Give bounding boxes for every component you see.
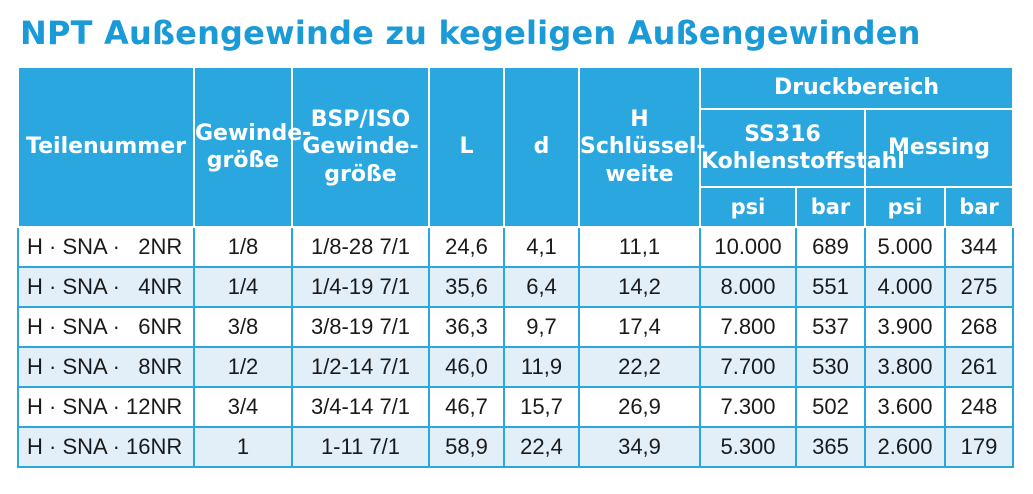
header-d: d — [503, 66, 580, 228]
cell-diameter-d: 11,9 — [504, 347, 580, 388]
cell-brass-bar: 268 — [945, 307, 1015, 348]
header-l: L — [428, 66, 505, 228]
cell-wrench-size-h: 22,2 — [579, 347, 701, 388]
table-body: H · SNA · 2NR 1/8 1/8-28 7/1 24,6 4,1 11,1 10.… — [17, 227, 1015, 468]
cell-wrench-size-h: 34,9 — [579, 427, 701, 468]
cell-part-number: H · SNA · 12NR — [17, 387, 195, 428]
header-psi-ss316: psi — [699, 186, 797, 228]
header-bsp-line1: BSP/ISO — [310, 106, 411, 132]
cell-wrench-size-h: 26,9 — [579, 387, 701, 428]
header-h-line2: Schlüssel- — [580, 134, 706, 160]
cell-part-number: H · SNA · 6NR — [17, 307, 195, 348]
table-row: H · SNA · 4NR 1/4 1/4-19 7/1 35,6 6,4 14,2 8.0… — [17, 267, 1015, 308]
cell-brass-psi: 4.000 — [865, 267, 946, 308]
cell-ss316-psi: 5.300 — [700, 427, 797, 468]
header-gewindegroesse: Gewinde- größe — [193, 66, 312, 228]
cell-ss316-bar: 365 — [796, 427, 866, 468]
cell-thread-size: 1 — [194, 427, 293, 468]
cell-bsp-iso-size: 1-11 7/1 — [292, 427, 430, 468]
spec-table: Teilenummer Gewinde- größe BSP/ISO Gewin… — [17, 66, 1015, 468]
cell-bsp-iso-size: 3/4-14 7/1 — [292, 387, 430, 428]
header-ss316-line2: Kohlenstoffstahl — [701, 149, 905, 174]
header-bar-ss316: bar — [795, 186, 866, 228]
cell-thread-size: 3/4 — [194, 387, 293, 428]
cell-ss316-psi: 7.800 — [700, 307, 797, 348]
header-schluesselweite: H Schlüssel- weite — [578, 66, 706, 228]
cell-wrench-size-h: 11,1 — [579, 227, 701, 268]
cell-ss316-psi: 7.700 — [700, 347, 797, 388]
cell-ss316-bar: 537 — [796, 307, 866, 348]
cell-length-l: 24,6 — [429, 227, 505, 268]
table-row: H · SNA · 6NR 3/8 3/8-19 7/1 36,3 9,7 17,4 7.8… — [17, 307, 1015, 348]
table-row: H · SNA · 2NR 1/8 1/8-28 7/1 24,6 4,1 11,1 10.… — [17, 227, 1015, 268]
cell-length-l: 46,7 — [429, 387, 505, 428]
cell-brass-bar: 261 — [945, 347, 1015, 388]
cell-ss316-bar: 551 — [796, 267, 866, 308]
cell-length-l: 35,6 — [429, 267, 505, 308]
cell-diameter-d: 6,4 — [504, 267, 580, 308]
header-psi-messing: psi — [864, 186, 946, 228]
cell-ss316-psi: 8.000 — [700, 267, 797, 308]
cell-thread-size: 1/2 — [194, 347, 293, 388]
cell-brass-psi: 2.600 — [865, 427, 946, 468]
cell-brass-bar: 248 — [945, 387, 1015, 428]
header-bar-messing: bar — [943, 186, 1015, 228]
cell-part-number: H · SNA · 2NR — [17, 227, 195, 268]
cell-bsp-iso-size: 1/8-28 7/1 — [292, 227, 430, 268]
cell-brass-psi: 5.000 — [865, 227, 946, 268]
header-ss316: SS316 Kohlenstoffstahl — [699, 108, 905, 188]
cell-brass-bar: 275 — [945, 267, 1015, 308]
cell-diameter-d: 22,4 — [504, 427, 580, 468]
cell-brass-psi: 3.600 — [865, 387, 946, 428]
table-row: H · SNA · 8NR 1/2 1/2-14 7/1 46,0 11,9 22,2 7.… — [17, 347, 1015, 388]
cell-ss316-psi: 7.300 — [700, 387, 797, 428]
cell-length-l: 46,0 — [429, 347, 505, 388]
cell-thread-size: 1/4 — [194, 267, 293, 308]
header-bsp-line3: größe — [324, 161, 397, 187]
cell-brass-bar: 344 — [945, 227, 1015, 268]
header-druckbereich: Druckbereich — [698, 66, 1015, 110]
cell-wrench-size-h: 14,2 — [579, 267, 701, 308]
cell-part-number: H · SNA · 4NR — [17, 267, 195, 308]
cell-ss316-bar: 502 — [796, 387, 866, 428]
cell-length-l: 58,9 — [429, 427, 505, 468]
cell-thread-size: 1/8 — [194, 227, 293, 268]
cell-diameter-d: 15,7 — [504, 387, 580, 428]
header-ss316-line1: SS316 — [744, 121, 821, 147]
header-bsp-iso: BSP/ISO Gewinde- größe — [291, 66, 430, 228]
cell-brass-bar: 179 — [945, 427, 1015, 468]
cell-bsp-iso-size: 1/4-19 7/1 — [292, 267, 430, 308]
cell-bsp-iso-size: 3/8-19 7/1 — [292, 307, 430, 348]
cell-diameter-d: 9,7 — [504, 307, 580, 348]
cell-ss316-bar: 689 — [796, 227, 866, 268]
table-row: H · SNA · 12NR 3/4 3/4-14 7/1 46,7 15,7 26,9 7… — [17, 387, 1015, 428]
cell-wrench-size-h: 17,4 — [579, 307, 701, 348]
header-gewindegroesse-line2: größe — [206, 148, 280, 173]
header-h-line1: H — [630, 106, 649, 132]
page-title: NPT Außengewinde zu kegeligen Außengewin… — [20, 14, 921, 52]
cell-ss316-psi: 10.000 — [700, 227, 797, 268]
cell-brass-psi: 3.800 — [865, 347, 946, 388]
cell-thread-size: 3/8 — [194, 307, 293, 348]
header-messing: Messing — [863, 108, 1015, 188]
cell-length-l: 36,3 — [429, 307, 505, 348]
cell-ss316-bar: 530 — [796, 347, 866, 388]
table-row: H · SNA · 16NR 1 1-11 7/1 58,9 22,4 34,9 5.300… — [17, 427, 1015, 468]
cell-diameter-d: 4,1 — [504, 227, 580, 268]
cell-bsp-iso-size: 1/2-14 7/1 — [292, 347, 430, 388]
cell-brass-psi: 3.900 — [865, 307, 946, 348]
header-bsp-line2: Gewinde- — [302, 134, 419, 160]
header-teilenummer: Teilenummer — [17, 66, 195, 228]
cell-part-number: H · SNA · 8NR — [17, 347, 195, 388]
cell-part-number: H · SNA · 16NR — [17, 427, 195, 468]
header-h-line3: weite — [605, 161, 674, 187]
header-gewindegroesse-line1: Gewinde- — [195, 120, 312, 146]
